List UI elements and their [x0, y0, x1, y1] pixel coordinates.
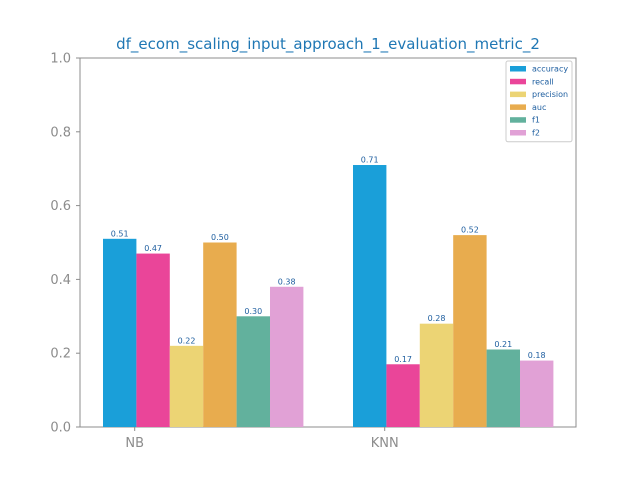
legend-swatch-accuracy	[510, 66, 526, 72]
y-axis: 0.0 0.2 0.4 0.6 0.8 1.0	[50, 52, 80, 436]
bar-auc-nb	[203, 242, 237, 427]
chart-title: df_ecom_scaling_input_approach_1_evaluat…	[116, 35, 540, 54]
legend-label-f1: f1	[532, 116, 540, 125]
y-tick-label: 0.4	[50, 273, 71, 288]
data-label: 0.51	[111, 229, 129, 238]
data-label: 0.28	[428, 314, 446, 323]
legend-label-accuracy: accuracy	[532, 65, 568, 74]
x-tick-label: KNN	[371, 436, 399, 451]
bar-f1-nb	[236, 316, 270, 427]
legend-swatch-recall	[510, 78, 526, 85]
legend-swatch-precision	[510, 91, 526, 98]
x-axis: NB KNN	[125, 427, 399, 451]
bar-accuracy-knn	[353, 165, 387, 427]
legend-label-precision: precision	[532, 90, 568, 99]
y-tick-label: 0.8	[50, 125, 71, 140]
y-tick-label: 0.2	[50, 347, 71, 362]
data-label: 0.71	[361, 156, 379, 165]
bar-auc-knn	[453, 235, 487, 427]
plot-frame	[79, 57, 577, 428]
bar-precision-knn	[419, 323, 454, 427]
bar-f2-knn	[520, 360, 554, 427]
bar-recall-knn	[386, 364, 420, 427]
data-label: 0.38	[278, 277, 296, 286]
data-label: 0.18	[528, 351, 546, 360]
bar-recall-nb	[136, 253, 170, 427]
bars-group: 0.51 0.47 0.22 0.50 0.30 0.38 0.71 0.17 0.28 0.52…	[103, 156, 554, 427]
data-label: 0.22	[178, 336, 196, 345]
legend-label-auc: auc	[532, 103, 546, 112]
y-tick-label: 1.0	[50, 52, 71, 67]
legend: accuracy recall precision auc f1 f2	[505, 60, 573, 143]
data-label: 0.52	[461, 226, 479, 235]
bar-accuracy-nb	[103, 238, 137, 427]
data-label: 0.17	[394, 355, 412, 364]
data-label: 0.30	[244, 307, 262, 316]
bar-f1-knn	[486, 349, 520, 427]
plot-area	[79, 57, 577, 428]
y-tick-label: 0.6	[50, 199, 71, 214]
data-label: 0.47	[144, 244, 162, 253]
legend-swatch-f1	[510, 117, 526, 123]
legend-swatch-f2	[510, 130, 526, 136]
legend-label-f2: f2	[532, 129, 540, 138]
data-label: 0.50	[211, 233, 229, 242]
legend-label-recall: recall	[532, 77, 554, 86]
legend-swatch-auc	[510, 104, 526, 110]
bar-precision-nb	[169, 345, 204, 427]
x-tick-label: NB	[125, 436, 144, 451]
bar-f2-nb	[270, 286, 304, 427]
y-tick-label: 0.0	[50, 421, 71, 436]
data-label: 0.21	[494, 340, 512, 349]
